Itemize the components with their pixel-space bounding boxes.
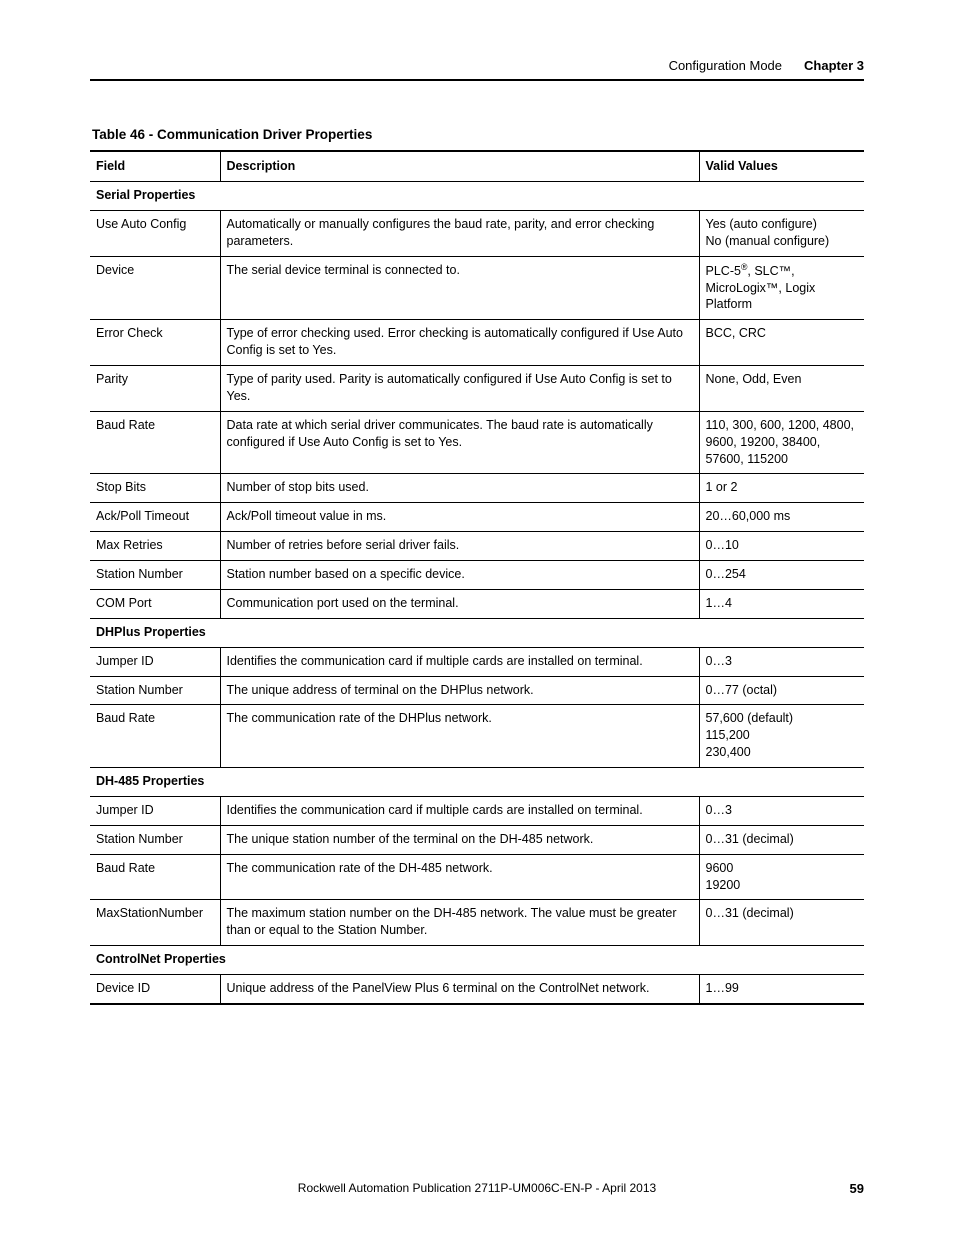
cell-valid-values: 20…60,000 ms <box>699 503 864 532</box>
table-section-row: ControlNet Properties <box>90 946 864 975</box>
cell-valid-values: 0…254 <box>699 561 864 590</box>
running-header: Configuration Mode Chapter 3 <box>90 58 864 81</box>
cell-field: Ack/Poll Timeout <box>90 503 220 532</box>
table-body: Serial PropertiesUse Auto ConfigAutomati… <box>90 181 864 1004</box>
cell-field: Device <box>90 256 220 320</box>
table-row: Ack/Poll TimeoutAck/Poll timeout value i… <box>90 503 864 532</box>
col-description: Description <box>220 151 699 181</box>
col-field: Field <box>90 151 220 181</box>
cell-valid-values: 0…77 (octal) <box>699 676 864 705</box>
cell-field: MaxStationNumber <box>90 900 220 946</box>
table-section-title: Serial Properties <box>90 181 864 210</box>
cell-field: Device ID <box>90 975 220 1004</box>
cell-description: Unique address of the PanelView Plus 6 t… <box>220 975 699 1004</box>
header-section: Configuration Mode <box>669 58 782 73</box>
cell-description: The maximum station number on the DH-485… <box>220 900 699 946</box>
col-valid-values: Valid Values <box>699 151 864 181</box>
header-chapter: Chapter 3 <box>804 58 864 73</box>
cell-description: Number of stop bits used. <box>220 474 699 503</box>
page: Configuration Mode Chapter 3 Table 46 - … <box>0 0 954 1235</box>
cell-field: Parity <box>90 366 220 412</box>
cell-valid-values: 110, 300, 600, 1200, 4800, 9600, 19200, … <box>699 411 864 474</box>
cell-field: COM Port <box>90 589 220 618</box>
footer-publication: Rockwell Automation Publication 2711P-UM… <box>298 1181 656 1195</box>
cell-valid-values: 0…3 <box>699 796 864 825</box>
table-row: Station NumberStation number based on a … <box>90 561 864 590</box>
table-section-title: ControlNet Properties <box>90 946 864 975</box>
cell-valid-values: 0…31 (decimal) <box>699 825 864 854</box>
cell-valid-values: BCC, CRC <box>699 320 864 366</box>
page-footer: Rockwell Automation Publication 2711P-UM… <box>90 1181 864 1195</box>
cell-valid-values: 0…3 <box>699 647 864 676</box>
cell-description: Automatically or manually configures the… <box>220 210 699 256</box>
table-row: Device IDUnique address of the PanelView… <box>90 975 864 1004</box>
cell-description: The unique station number of the termina… <box>220 825 699 854</box>
table-section-title: DHPlus Properties <box>90 618 864 647</box>
cell-field: Baud Rate <box>90 705 220 768</box>
table-row: Jumper IDIdentifies the communication ca… <box>90 647 864 676</box>
cell-description: The communication rate of the DH-485 net… <box>220 854 699 900</box>
table-row: Stop BitsNumber of stop bits used.1 or 2 <box>90 474 864 503</box>
cell-description: Type of error checking used. Error check… <box>220 320 699 366</box>
cell-description: The communication rate of the DHPlus net… <box>220 705 699 768</box>
table-row: COM PortCommunication port used on the t… <box>90 589 864 618</box>
cell-valid-values: 0…31 (decimal) <box>699 900 864 946</box>
table-section-row: DHPlus Properties <box>90 618 864 647</box>
table-row: Station NumberThe unique station number … <box>90 825 864 854</box>
table-title: Table 46 - Communication Driver Properti… <box>90 127 864 142</box>
cell-description: Identifies the communication card if mul… <box>220 796 699 825</box>
cell-description: Communication port used on the terminal. <box>220 589 699 618</box>
cell-description: Station number based on a specific devic… <box>220 561 699 590</box>
cell-field: Station Number <box>90 676 220 705</box>
table-row: Baud RateThe communication rate of the D… <box>90 705 864 768</box>
cell-field: Jumper ID <box>90 796 220 825</box>
table-header-row: Field Description Valid Values <box>90 151 864 181</box>
cell-valid-values: 57,600 (default)115,200230,400 <box>699 705 864 768</box>
properties-table: Field Description Valid Values Serial Pr… <box>90 150 864 1005</box>
cell-field: Max Retries <box>90 532 220 561</box>
cell-field: Jumper ID <box>90 647 220 676</box>
cell-field: Error Check <box>90 320 220 366</box>
cell-field: Baud Rate <box>90 411 220 474</box>
cell-valid-values: 1 or 2 <box>699 474 864 503</box>
cell-description: Identifies the communication card if mul… <box>220 647 699 676</box>
table-row: MaxStationNumberThe maximum station numb… <box>90 900 864 946</box>
cell-valid-values: Yes (auto configure)No (manual configure… <box>699 210 864 256</box>
cell-description: Data rate at which serial driver communi… <box>220 411 699 474</box>
cell-field: Stop Bits <box>90 474 220 503</box>
cell-valid-values: 0…10 <box>699 532 864 561</box>
cell-valid-values: 1…4 <box>699 589 864 618</box>
cell-field: Station Number <box>90 825 220 854</box>
table-section-title: DH-485 Properties <box>90 768 864 797</box>
cell-description: The unique address of terminal on the DH… <box>220 676 699 705</box>
table-row: Jumper IDIdentifies the communication ca… <box>90 796 864 825</box>
cell-description: Ack/Poll timeout value in ms. <box>220 503 699 532</box>
cell-field: Use Auto Config <box>90 210 220 256</box>
table-row: Station NumberThe unique address of term… <box>90 676 864 705</box>
table-section-row: DH-485 Properties <box>90 768 864 797</box>
table-section-row: Serial Properties <box>90 181 864 210</box>
table-row: ParityType of parity used. Parity is aut… <box>90 366 864 412</box>
cell-description: Number of retries before serial driver f… <box>220 532 699 561</box>
table-row: Use Auto ConfigAutomatically or manually… <box>90 210 864 256</box>
table-row: DeviceThe serial device terminal is conn… <box>90 256 864 320</box>
table-row: Max RetriesNumber of retries before seri… <box>90 532 864 561</box>
table-row: Baud RateThe communication rate of the D… <box>90 854 864 900</box>
table-row: Error CheckType of error checking used. … <box>90 320 864 366</box>
cell-valid-values: 960019200 <box>699 854 864 900</box>
cell-field: Station Number <box>90 561 220 590</box>
table-row: Baud RateData rate at which serial drive… <box>90 411 864 474</box>
cell-valid-values: 1…99 <box>699 975 864 1004</box>
cell-field: Baud Rate <box>90 854 220 900</box>
cell-description: The serial device terminal is connected … <box>220 256 699 320</box>
cell-valid-values: PLC-5®, SLC™, MicroLogix™, Logix Platfor… <box>699 256 864 320</box>
footer-page-number: 59 <box>850 1181 864 1196</box>
cell-description: Type of parity used. Parity is automatic… <box>220 366 699 412</box>
cell-valid-values: None, Odd, Even <box>699 366 864 412</box>
